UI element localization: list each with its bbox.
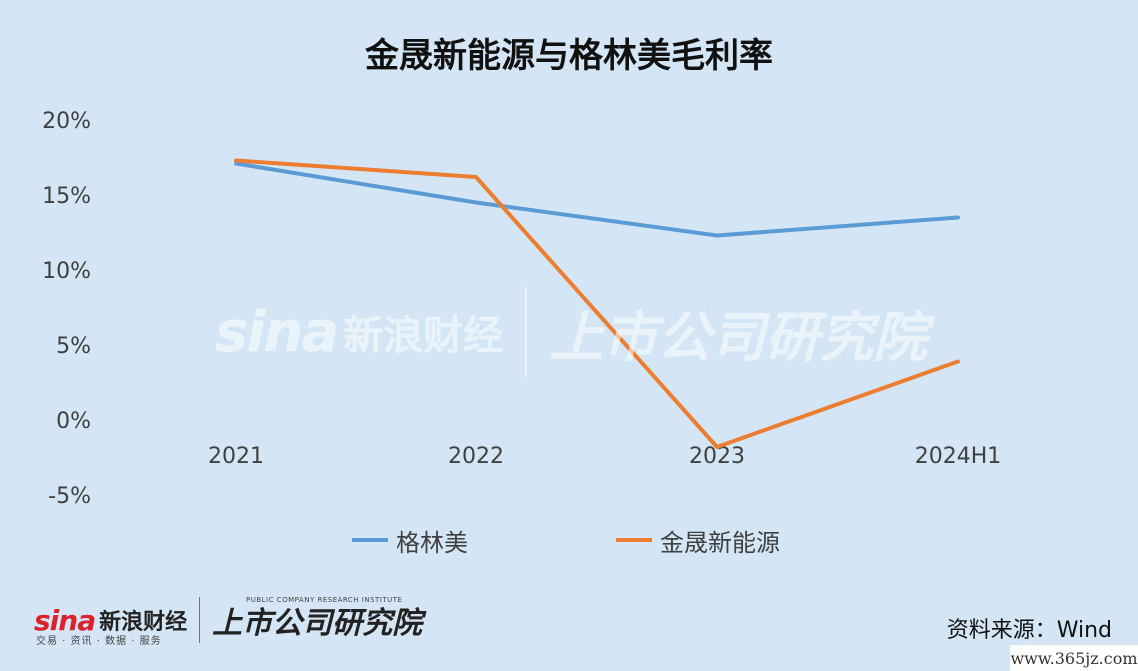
data-point	[234, 159, 238, 162]
sina-logo-text: sina	[34, 603, 96, 637]
data-point	[474, 201, 478, 204]
legend-label-jinsheng: 金晟新能源	[660, 528, 780, 557]
series-layer	[234, 158, 960, 449]
data-point	[715, 445, 719, 449]
sina-logo-cn: 新浪财经	[99, 610, 188, 635]
institute-logo-text: 上市公司研究院	[212, 606, 423, 641]
legend-item-jinsheng: 金晟新能源	[616, 520, 780, 560]
data-point	[715, 234, 719, 237]
series-line-0	[234, 161, 960, 238]
x-axis: 2021 2022 2023 2024H1	[208, 444, 1001, 469]
y-tick-label: 0%	[56, 409, 91, 434]
data-source: 资料来源：Wind	[946, 618, 1112, 643]
institute-logo-subtitle: PUBLIC COMPANY RESEARCH INSTITUTE	[246, 596, 403, 604]
y-tick-label: -5%	[48, 484, 91, 509]
sina-finance-logo: sina 新浪财经 交易 · 资讯 · 数据 · 服务 上市公司研究院 PUBL…	[34, 594, 423, 647]
y-tick-label: 5%	[56, 334, 91, 359]
legend-swatch-glm	[352, 538, 388, 542]
x-tick-label: 2021	[208, 444, 264, 469]
data-point	[234, 162, 238, 165]
y-tick-label: 10%	[42, 259, 91, 284]
site-watermark: www.365jz.com	[1010, 645, 1138, 671]
y-tick-label: 20%	[42, 109, 91, 134]
data-point	[956, 360, 960, 363]
y-axis: 20% 15% 10% 5% 0% -5%	[42, 109, 91, 509]
y-tick-label: 15%	[42, 184, 91, 209]
data-point	[956, 216, 960, 219]
series-line-1	[234, 158, 960, 449]
legend: 格林美 金晟新能源	[0, 520, 1138, 560]
x-tick-label: 2022	[448, 444, 504, 469]
legend-swatch-jinsheng	[616, 538, 652, 542]
data-point	[474, 175, 478, 179]
legend-item-glm: 格林美	[352, 520, 468, 560]
logo-divider	[199, 597, 201, 643]
x-tick-label: 2024H1	[915, 444, 1002, 469]
chart-title: 金晟新能源与格林美毛利率	[365, 36, 773, 76]
sina-logo-subtitle: 交易 · 资讯 · 数据 · 服务	[36, 636, 162, 647]
legend-label-glm: 格林美	[396, 528, 468, 557]
